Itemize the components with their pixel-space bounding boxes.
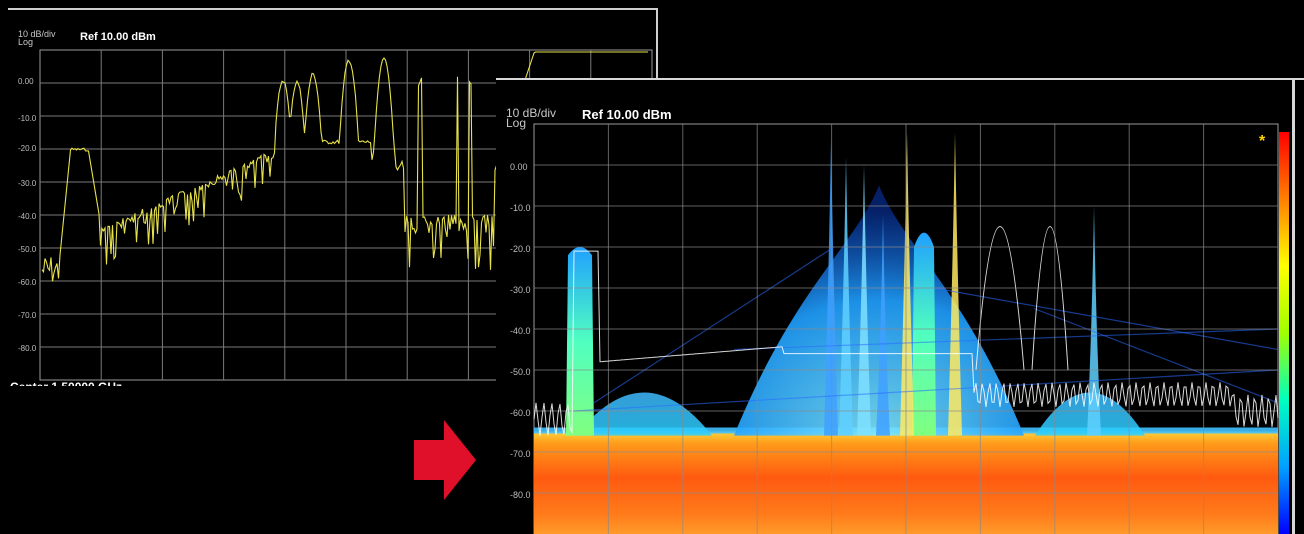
spike-density — [839, 156, 853, 436]
y-tick-label: -30.0 — [510, 285, 531, 295]
spike-density — [876, 214, 890, 436]
y-tick-label: -30.0 — [18, 179, 37, 188]
display-frame — [8, 8, 658, 10]
y-tick-label: -60.0 — [510, 408, 531, 418]
scale-per-div-label: 10 dB/div — [506, 106, 557, 120]
ref-level-label: Ref 10.00 dBm — [582, 107, 672, 122]
density-trace-line — [933, 287, 1279, 351]
y-tick-label: -40.0 — [18, 212, 37, 221]
spectrum-trace — [41, 51, 648, 282]
y-tick-label: -40.0 — [510, 326, 531, 336]
peak-arc — [1031, 226, 1069, 371]
y-tick-label: 0.00 — [18, 77, 34, 86]
peak-trace — [533, 250, 1279, 436]
display-frame — [656, 8, 658, 78]
y-tick-label: -50.0 — [510, 367, 531, 377]
tone-density — [912, 232, 936, 436]
density-color-scale — [1279, 132, 1289, 534]
density-trace-line — [593, 246, 835, 404]
marker-star-icon: * — [1259, 133, 1266, 150]
spike-density — [857, 165, 871, 436]
display-frame — [1292, 78, 1295, 534]
y-tick-label: -50.0 — [18, 245, 37, 254]
y-tick-label: -20.0 — [18, 144, 37, 153]
y-tick-label: -20.0 — [510, 244, 531, 254]
density-plot-area — [533, 123, 1279, 534]
low-bump-density — [576, 392, 712, 436]
spike-density — [900, 132, 914, 436]
ref-level-label: Ref 10.00 dBm — [80, 31, 156, 43]
y-tick-label: -80.0 — [18, 344, 37, 353]
y-tick-label: -80.0 — [510, 490, 531, 500]
scale-per-div-label: 10 dB/div — [18, 29, 56, 39]
y-tick-label: -70.0 — [18, 311, 37, 320]
y-tick-label: -10.0 — [510, 203, 531, 213]
y-tick-label: 0.00 — [510, 162, 528, 172]
display-frame — [496, 78, 1304, 80]
spike-density — [948, 132, 962, 436]
scale-type-label: Log — [18, 37, 34, 47]
density-trace-line — [573, 369, 1279, 412]
y-tick-label: -60.0 — [18, 278, 37, 287]
center-frequency-label: Center 1.50000 GHz — [10, 378, 122, 386]
density-trace-line — [733, 328, 1279, 351]
graticule — [534, 124, 1278, 534]
tone-density — [566, 247, 594, 436]
y-tick-label: -10.0 — [18, 114, 37, 123]
y-tick-label: -70.0 — [510, 449, 531, 459]
realtime-density-display: 10 dB/div Log Ref 10.00 dBm 0.00 -10.0 -… — [496, 78, 1304, 534]
peak-arc — [975, 226, 1025, 371]
spike-density — [1087, 206, 1101, 436]
scale-type-label: Log — [506, 116, 527, 130]
right-arrow-icon — [414, 420, 476, 500]
density-trace-line — [1033, 307, 1279, 404]
